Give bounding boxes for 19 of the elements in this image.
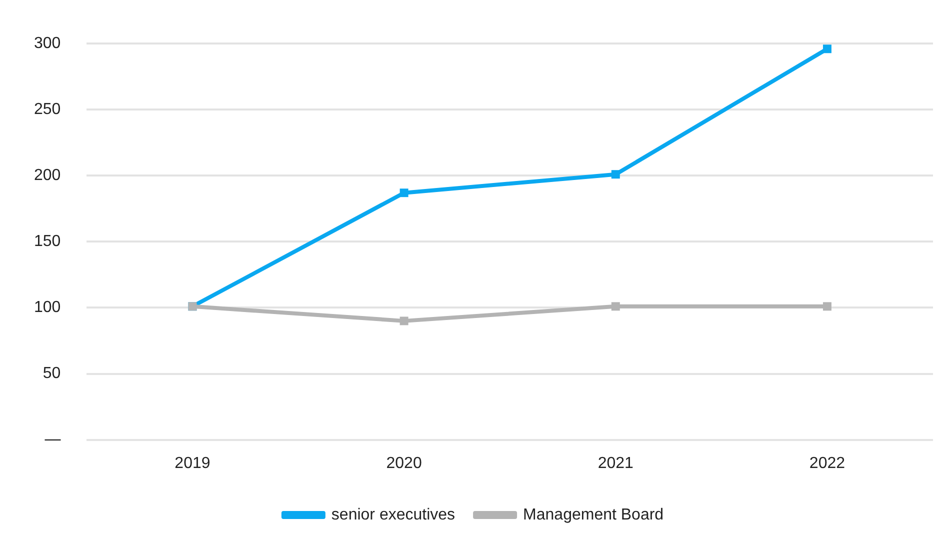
y-tick-label: 50 [42,365,61,382]
y-tick-label: 150 [34,233,61,250]
x-tick-label: 2021 [598,454,634,472]
legend-label: senior executives [331,506,456,524]
point [611,302,620,311]
point [400,316,408,326]
x-tick-label: 2019 [174,454,210,472]
y-tick-label: 300 [34,35,61,52]
y-tick-label: 100 [34,299,61,316]
point [822,44,832,54]
y-tick-label: — [44,431,61,448]
y-tick-label: 250 [34,101,61,118]
point [822,302,832,311]
y-tick-label: 200 [34,167,61,184]
point [400,188,408,198]
x-tick-label: 2020 [386,454,422,472]
legend-label: Management Board [523,506,664,524]
point [611,170,620,179]
x-tick-label: 2022 [809,454,846,472]
